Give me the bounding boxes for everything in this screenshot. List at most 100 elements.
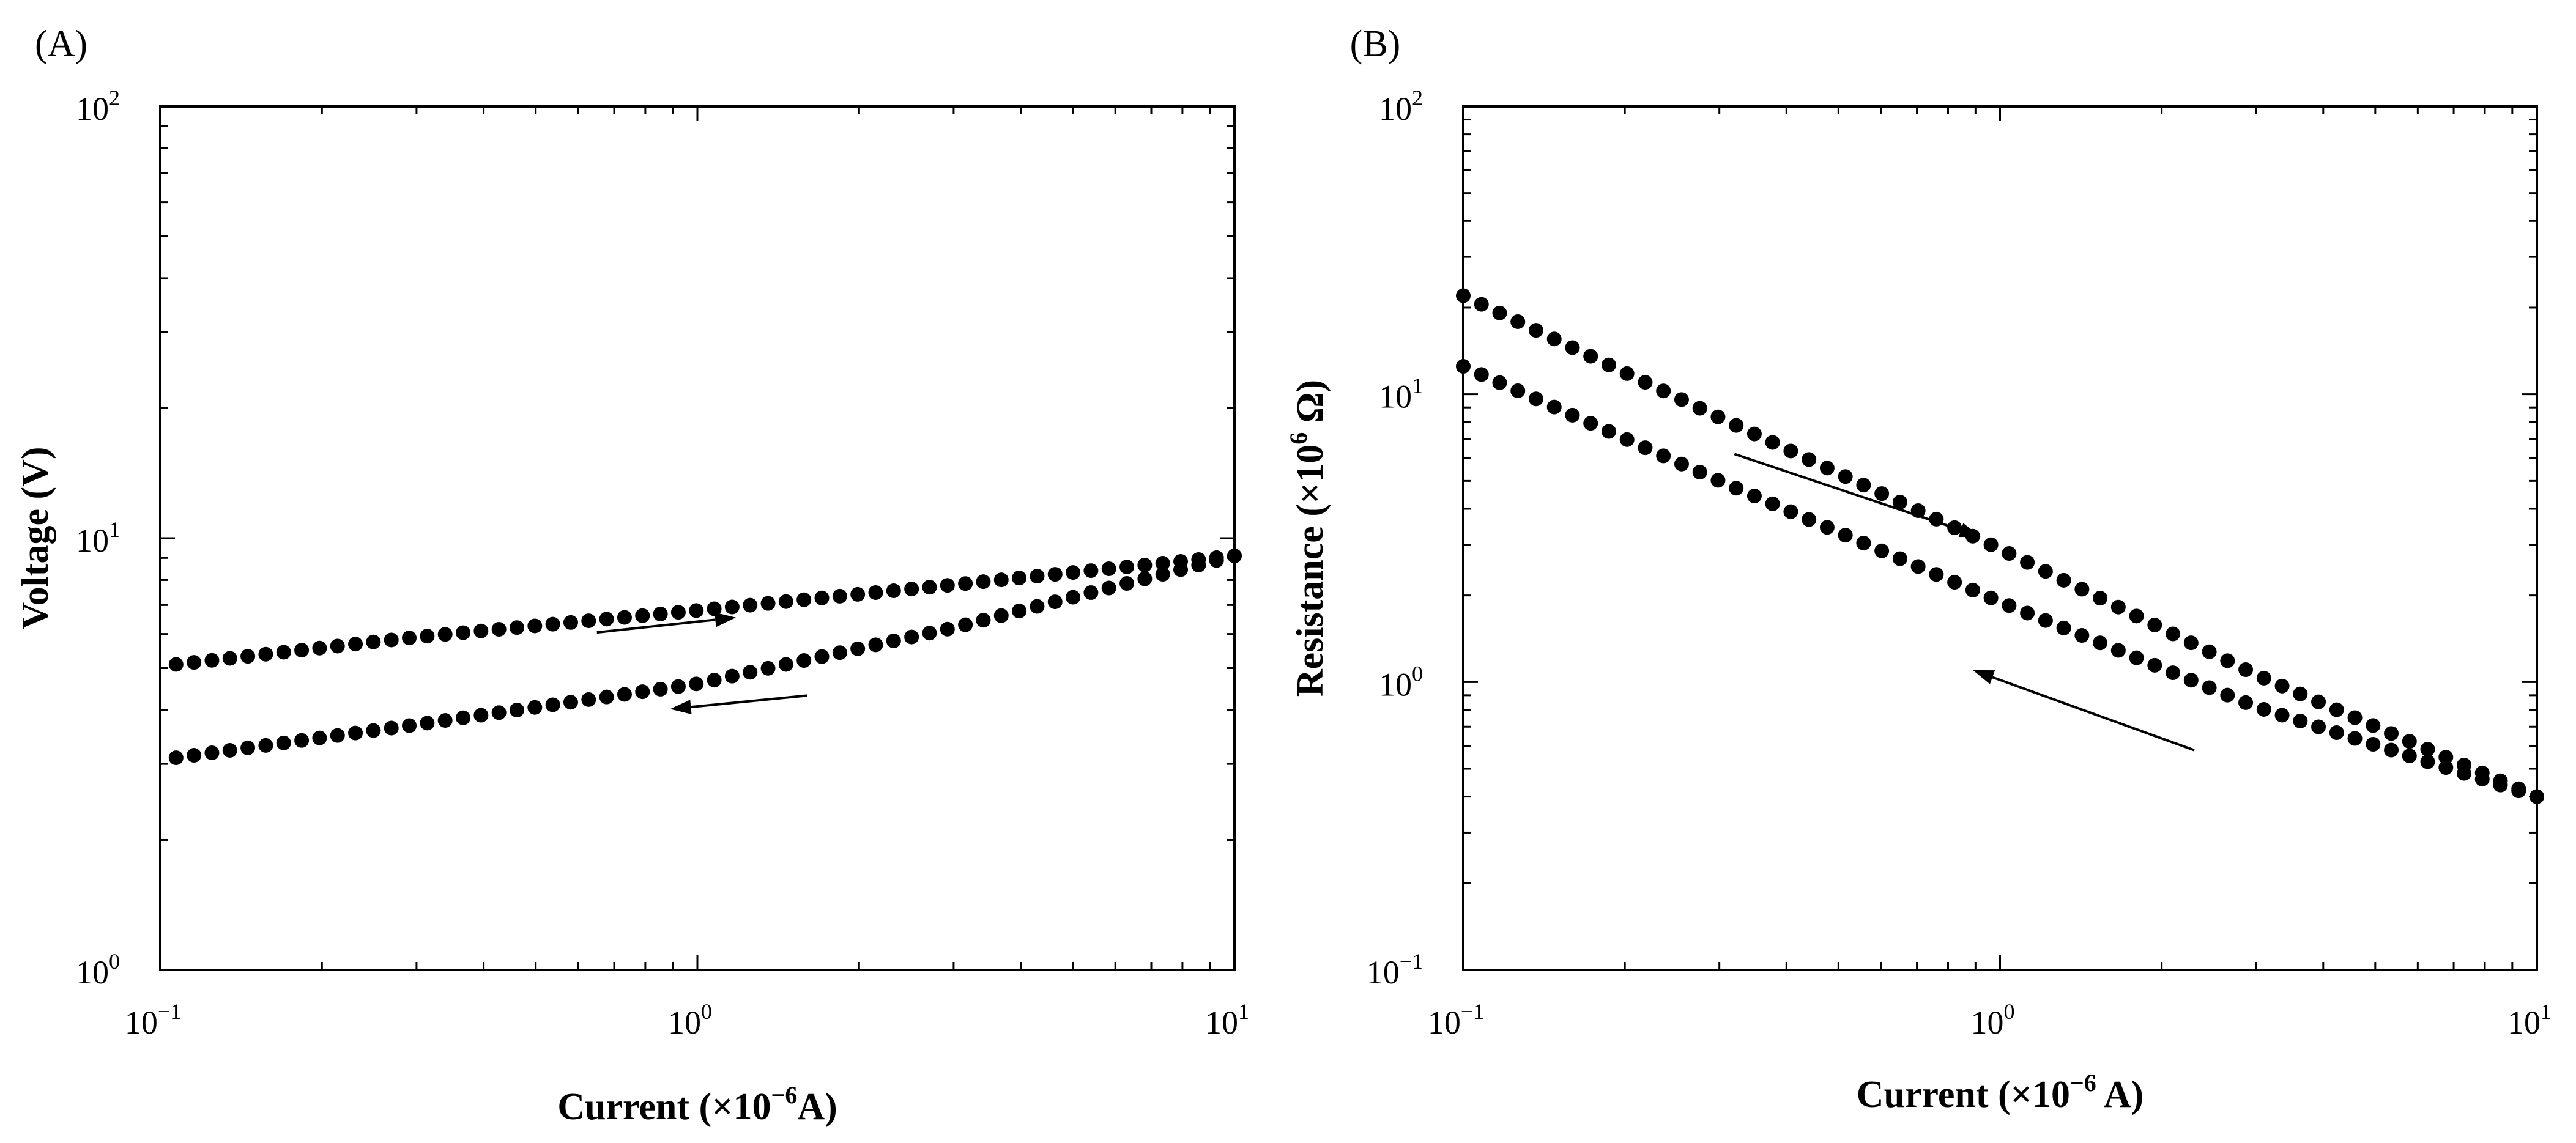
x-axis-title: Current (×10−6 A) xyxy=(1857,1069,2144,1115)
data-point xyxy=(2183,635,2199,651)
data-point xyxy=(240,740,256,755)
data-point xyxy=(760,596,776,611)
data-point xyxy=(1474,367,1489,382)
data-point xyxy=(456,710,471,725)
data-point xyxy=(1492,375,1507,390)
data-point xyxy=(1227,548,1242,563)
data-point xyxy=(1802,512,1817,527)
series-forward xyxy=(1456,288,2544,804)
data-point xyxy=(1783,443,1798,459)
data-point xyxy=(545,616,560,632)
y-tick-label: 10−1 xyxy=(1367,949,1423,991)
data-point xyxy=(1983,537,1999,552)
data-point xyxy=(2020,605,2035,621)
data-point xyxy=(2238,662,2254,678)
data-point xyxy=(168,657,184,672)
panel-b: (B) 10−1 100 101 10−1 100 101 102 Current (×10−6… xyxy=(1285,23,2552,1115)
data-point xyxy=(1583,349,1598,364)
data-point xyxy=(2438,760,2454,775)
data-point xyxy=(1838,469,1853,484)
data-point xyxy=(1565,407,1580,423)
series-reverse xyxy=(168,548,1242,766)
data-point xyxy=(1119,560,1135,575)
data-point xyxy=(1510,314,1526,329)
data-point xyxy=(2166,626,2181,642)
data-point xyxy=(581,613,596,629)
y-tick-label: 100 xyxy=(1379,661,1423,703)
data-point xyxy=(796,653,812,668)
data-point xyxy=(1746,426,1762,442)
data-point xyxy=(1856,478,1871,493)
data-point xyxy=(437,627,453,642)
data-point xyxy=(1047,594,1063,610)
data-point xyxy=(670,679,686,694)
data-point xyxy=(778,657,793,672)
data-point xyxy=(1674,456,1689,472)
data-point xyxy=(2020,555,2035,570)
data-point xyxy=(2293,686,2308,701)
data-point xyxy=(473,623,489,638)
data-point xyxy=(1802,452,1817,467)
data-point xyxy=(1710,473,1726,488)
direction-arrow xyxy=(1992,676,2195,752)
data-point xyxy=(1191,557,1206,572)
data-point xyxy=(868,637,883,653)
data-point xyxy=(1173,562,1189,577)
data-point xyxy=(1765,496,1780,511)
data-point xyxy=(240,649,256,664)
data-point xyxy=(2474,772,2490,787)
data-point xyxy=(330,638,345,654)
data-point xyxy=(1030,599,1045,614)
data-point xyxy=(2366,737,2381,752)
y-tick-label: 100 xyxy=(76,949,120,991)
data-point xyxy=(707,673,722,688)
data-point xyxy=(2074,582,2090,597)
data-point xyxy=(1965,582,1980,597)
data-point xyxy=(491,622,507,637)
data-point xyxy=(958,617,973,632)
data-point xyxy=(976,613,991,628)
data-point xyxy=(1819,461,1835,476)
data-point xyxy=(258,646,273,662)
data-point xyxy=(1874,486,1890,501)
data-point xyxy=(1101,580,1116,596)
data-point xyxy=(1119,576,1135,591)
data-point xyxy=(1619,432,1635,447)
data-point xyxy=(1155,566,1170,582)
data-point xyxy=(1874,543,1890,558)
y-tick-label: 102 xyxy=(76,86,120,127)
data-point xyxy=(1892,551,1907,566)
data-point xyxy=(1692,401,1707,416)
data-point xyxy=(2129,650,2144,665)
data-point xyxy=(2202,644,2217,659)
data-point xyxy=(760,660,776,676)
data-point xyxy=(2293,713,2308,728)
data-point xyxy=(1910,559,1926,574)
data-point xyxy=(653,681,668,697)
data-point xyxy=(1137,558,1153,573)
data-point xyxy=(1066,565,1081,580)
data-point xyxy=(2110,599,2126,615)
data-point xyxy=(2366,718,2381,733)
data-point xyxy=(2093,591,2108,606)
data-point xyxy=(2038,564,2053,579)
data-point xyxy=(1674,392,1689,407)
x-tick-label: 100 xyxy=(668,999,712,1041)
data-point xyxy=(2147,657,2162,673)
data-point xyxy=(366,723,381,738)
x-tick-label: 100 xyxy=(1971,999,2015,1041)
panel-label: (A) xyxy=(35,23,87,65)
data-point xyxy=(1546,331,1562,347)
data-point xyxy=(2002,546,2017,561)
data-point xyxy=(312,640,327,656)
data-point xyxy=(2183,673,2199,688)
data-point xyxy=(2420,742,2435,757)
data-point xyxy=(1456,359,1471,374)
data-point xyxy=(1546,399,1562,415)
data-point xyxy=(1638,440,1653,456)
data-point xyxy=(2202,680,2217,695)
data-point xyxy=(743,597,758,613)
data-point xyxy=(2129,608,2144,624)
